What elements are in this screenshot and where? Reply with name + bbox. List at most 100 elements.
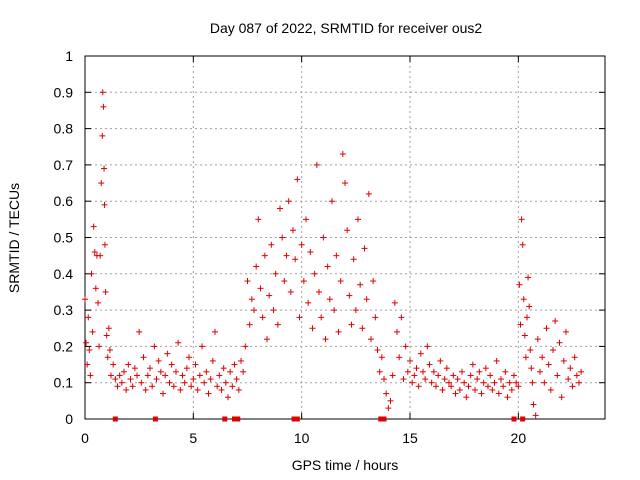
zero-point — [378, 416, 384, 422]
data-point — [144, 372, 151, 379]
data-point — [231, 361, 238, 368]
data-point — [426, 361, 433, 368]
x-tick-label: 20 — [511, 430, 527, 446]
data-point — [166, 379, 173, 386]
data-point — [420, 368, 426, 375]
data-point — [528, 365, 535, 372]
data-point — [266, 292, 273, 299]
data-point — [339, 151, 346, 158]
data-point — [516, 281, 523, 288]
data-point — [539, 354, 546, 361]
data-point — [563, 328, 569, 335]
data-point — [255, 216, 262, 223]
data-point — [272, 270, 279, 277]
data-point — [383, 390, 390, 397]
data-point — [476, 368, 483, 375]
x-tick-label: 5 — [189, 430, 197, 446]
data-point — [279, 234, 286, 241]
data-point — [480, 379, 487, 386]
data-point — [214, 383, 221, 390]
x-axis-label: GPS time / hours — [292, 457, 399, 473]
zero-point — [520, 416, 526, 422]
zero-point — [294, 416, 300, 422]
data-point — [136, 328, 143, 335]
data-point — [264, 336, 270, 343]
data-point — [439, 386, 446, 393]
data-point — [116, 372, 123, 379]
data-point — [287, 288, 294, 295]
data-point — [433, 383, 439, 390]
data-point — [175, 339, 182, 346]
data-point — [121, 368, 127, 375]
data-point — [290, 227, 296, 234]
data-point — [157, 368, 164, 375]
data-point — [91, 249, 98, 256]
data-point — [229, 383, 236, 390]
data-point — [131, 365, 138, 372]
data-point — [569, 383, 576, 390]
data-point — [537, 368, 543, 375]
data-point — [294, 176, 301, 183]
y-tick-labels: 0 0.1 0.2 0.3 0.4 0.5 0.6 0.7 0.8 0.9 1 — [54, 48, 74, 427]
data-point — [513, 379, 520, 386]
data-point — [331, 307, 338, 314]
data-point — [192, 361, 199, 368]
data-point — [448, 383, 455, 390]
data-points — [82, 89, 585, 422]
data-point — [285, 198, 292, 205]
data-point — [493, 357, 500, 364]
data-point — [218, 386, 225, 393]
data-point — [216, 372, 223, 379]
data-point — [123, 386, 130, 393]
data-point — [370, 278, 377, 285]
data-point — [87, 372, 94, 379]
data-point — [164, 350, 171, 357]
data-point — [101, 241, 108, 248]
data-point — [118, 379, 125, 386]
data-point — [361, 245, 368, 252]
data-point — [452, 390, 459, 397]
data-point — [526, 303, 533, 310]
data-point — [515, 383, 522, 390]
data-point — [199, 343, 205, 350]
data-point — [404, 368, 411, 375]
data-point — [324, 263, 331, 270]
y-tick-label: 0.3 — [54, 302, 74, 318]
data-point — [238, 357, 244, 364]
data-point — [335, 328, 342, 335]
data-point — [391, 299, 398, 306]
data-point — [443, 365, 450, 372]
data-point — [82, 296, 88, 303]
data-point — [519, 241, 526, 248]
data-point — [495, 390, 502, 397]
data-point — [147, 365, 153, 372]
data-point — [102, 288, 109, 295]
data-point — [441, 376, 448, 383]
data-point — [522, 354, 529, 361]
data-point — [385, 405, 392, 412]
data-point — [110, 361, 117, 368]
data-point — [103, 332, 110, 339]
y-tick-label: 0 — [65, 411, 73, 427]
data-point — [560, 357, 567, 364]
data-point — [337, 278, 344, 285]
data-point — [89, 328, 96, 335]
data-point — [85, 314, 92, 321]
data-point — [203, 368, 210, 375]
data-point — [524, 314, 530, 321]
data-point — [478, 390, 485, 397]
data-point — [212, 328, 218, 335]
data-point — [84, 361, 91, 368]
data-point — [342, 180, 348, 187]
y-tick-label: 0.8 — [54, 121, 74, 137]
data-point — [162, 372, 169, 379]
y-tick-label: 0.7 — [54, 157, 74, 173]
y-tick-label: 0.9 — [54, 84, 74, 100]
data-point — [450, 372, 457, 379]
data-point — [114, 383, 121, 390]
data-point — [363, 296, 370, 303]
data-point — [98, 180, 105, 187]
data-point — [194, 386, 201, 393]
data-point — [459, 368, 465, 375]
